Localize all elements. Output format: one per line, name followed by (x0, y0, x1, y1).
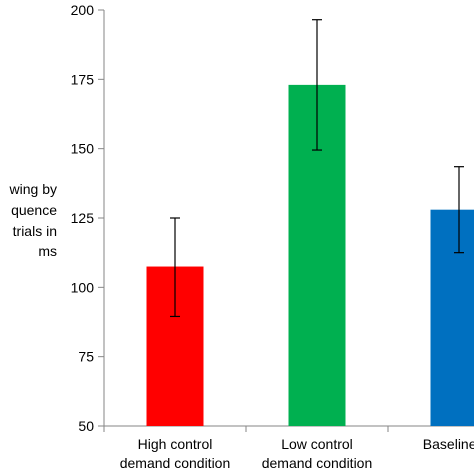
y-axis-ticks: 50 75 100 125 150 175 200 (71, 2, 104, 434)
y-tick-label: 200 (71, 2, 95, 18)
y-axis-label: wing by quence trials in ms (9, 181, 58, 259)
y-tick-label: 150 (71, 141, 95, 157)
y-axis-label-line: trials in (13, 223, 57, 239)
category-label: Low control (281, 436, 353, 452)
y-axis-label-line: ms (38, 243, 57, 259)
category-label: Baseline co (423, 436, 474, 452)
category-label: demand condition (262, 455, 373, 471)
bars (146, 84, 474, 426)
y-tick-label: 50 (78, 418, 94, 434)
y-tick-label: 75 (78, 349, 94, 365)
y-axis-label-line: quence (11, 202, 57, 218)
error-bars (170, 19, 464, 318)
y-tick-label: 125 (71, 210, 95, 226)
y-tick-label: 175 (71, 71, 95, 87)
category-label: demand condition (120, 455, 231, 471)
x-axis-categories: High control demand condition Low control d… (120, 436, 474, 471)
category-label: High control (138, 436, 213, 452)
bar (430, 209, 474, 426)
y-tick-label: 100 (71, 279, 95, 295)
y-axis-label-line: wing by (9, 181, 57, 197)
